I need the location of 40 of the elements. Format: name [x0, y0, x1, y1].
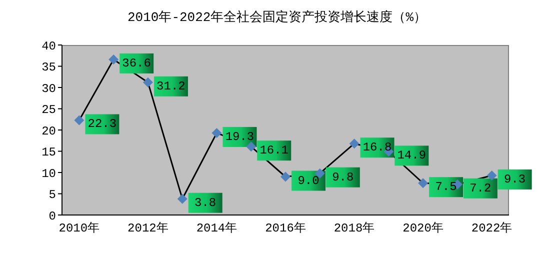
- x-tick-label: 2010年: [58, 222, 100, 236]
- text: 9.3: [504, 172, 526, 186]
- text: 31.2: [156, 79, 186, 94]
- y-tick-label: 40: [42, 39, 56, 54]
- text: 16.1: [260, 144, 289, 158]
- y-tick-label: 0: [48, 209, 56, 224]
- text: 22.3: [88, 117, 117, 132]
- chart-title: 2010年-2022年全社会固定资产投资增长速度（%）: [126, 9, 428, 26]
- text: 3.8: [194, 196, 216, 210]
- text: 14.9: [397, 148, 426, 163]
- point: [177, 194, 188, 204]
- point: [142, 77, 153, 88]
- text: 16.8: [362, 140, 392, 155]
- point: [108, 54, 119, 64]
- y-tick-label: 10: [42, 166, 56, 181]
- point: [280, 172, 290, 182]
- text: 7.5: [435, 180, 457, 194]
- text: 19.3: [225, 130, 254, 144]
- y-tick-label: 5: [48, 188, 56, 202]
- text: 36.6: [122, 56, 151, 70]
- point: [418, 178, 428, 188]
- point: [246, 142, 256, 152]
- y-tick-label: 35: [42, 60, 56, 75]
- y-tick-label: 30: [42, 82, 56, 96]
- point: [74, 115, 84, 126]
- text: 9.8: [332, 170, 354, 184]
- y-tick-label: 15: [42, 146, 56, 160]
- point: [486, 170, 497, 180]
- text: 9.0: [298, 174, 320, 188]
- point: [212, 128, 222, 138]
- x-tick-label: 2014年: [196, 222, 238, 236]
- x-tick-label: 2012年: [128, 222, 168, 236]
- x-tick-label: 2016年: [265, 222, 306, 236]
- x-tick-label: 2018年: [334, 222, 375, 236]
- y-tick-label: 25: [42, 103, 56, 118]
- text: 7.2: [470, 181, 492, 196]
- y-tick-label: 20: [42, 124, 56, 138]
- x-tick-label: 2022年: [471, 222, 512, 236]
- x-tick-label: 2020年: [402, 222, 444, 236]
- point: [349, 138, 360, 149]
